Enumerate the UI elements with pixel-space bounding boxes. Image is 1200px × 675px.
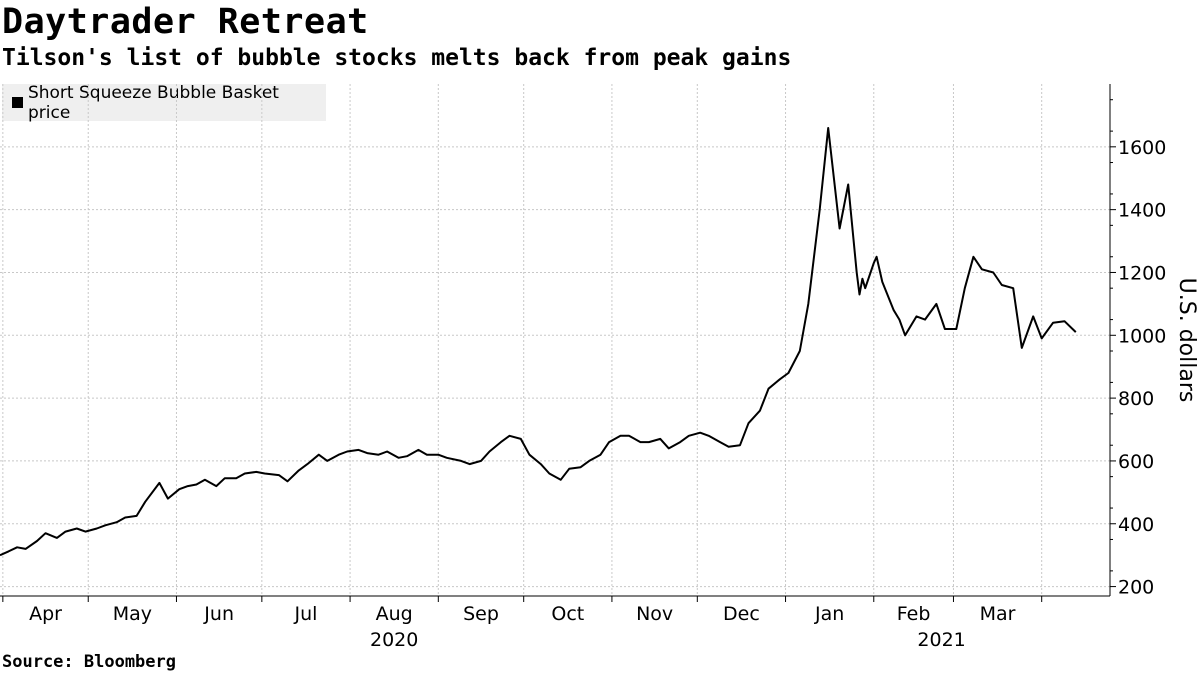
legend-label: Short Squeeze Bubble Basket price [27, 82, 279, 123]
x-year-label: 2020 [370, 629, 418, 651]
x-tick-label: Nov [636, 603, 673, 625]
y-tick-label: 200 [1118, 577, 1154, 599]
x-tick-label: Jun [203, 603, 234, 625]
x-tick-label: Apr [29, 603, 62, 625]
y-axis-title: U.S. dollars [1174, 278, 1199, 403]
legend: Short Squeeze Bubble Basket price [2, 82, 326, 123]
x-tick-label: Jul [293, 603, 317, 625]
x-tick-label: Jan [814, 603, 844, 625]
y-tick-label: 1400 [1118, 200, 1166, 222]
x-tick-label: Feb [897, 603, 931, 625]
chart-subtitle: Tilson's list of bubble stocks melts bac… [2, 45, 792, 71]
source-note: Source: Bloomberg [2, 652, 176, 672]
y-tick-label: 1600 [1118, 137, 1166, 159]
y-tick-label: 600 [1118, 451, 1154, 473]
chart-title: Daytrader Retreat [2, 2, 369, 42]
y-tick-label: 1200 [1118, 262, 1166, 284]
legend-swatch [12, 97, 23, 108]
x-tick-label: May [113, 603, 152, 625]
x-tick-label: Sep [463, 603, 499, 625]
series-line-0 [0, 127, 1077, 557]
x-tick-label: Dec [723, 603, 760, 625]
x-year-label: 2021 [917, 629, 965, 651]
x-tick-label: Oct [551, 603, 584, 625]
y-tick-label: 400 [1118, 514, 1154, 536]
x-tick-label: Aug [376, 603, 413, 625]
x-tick-label: Mar [980, 603, 1016, 625]
y-tick-label: 1000 [1118, 325, 1166, 347]
y-tick-label: 800 [1118, 388, 1154, 410]
